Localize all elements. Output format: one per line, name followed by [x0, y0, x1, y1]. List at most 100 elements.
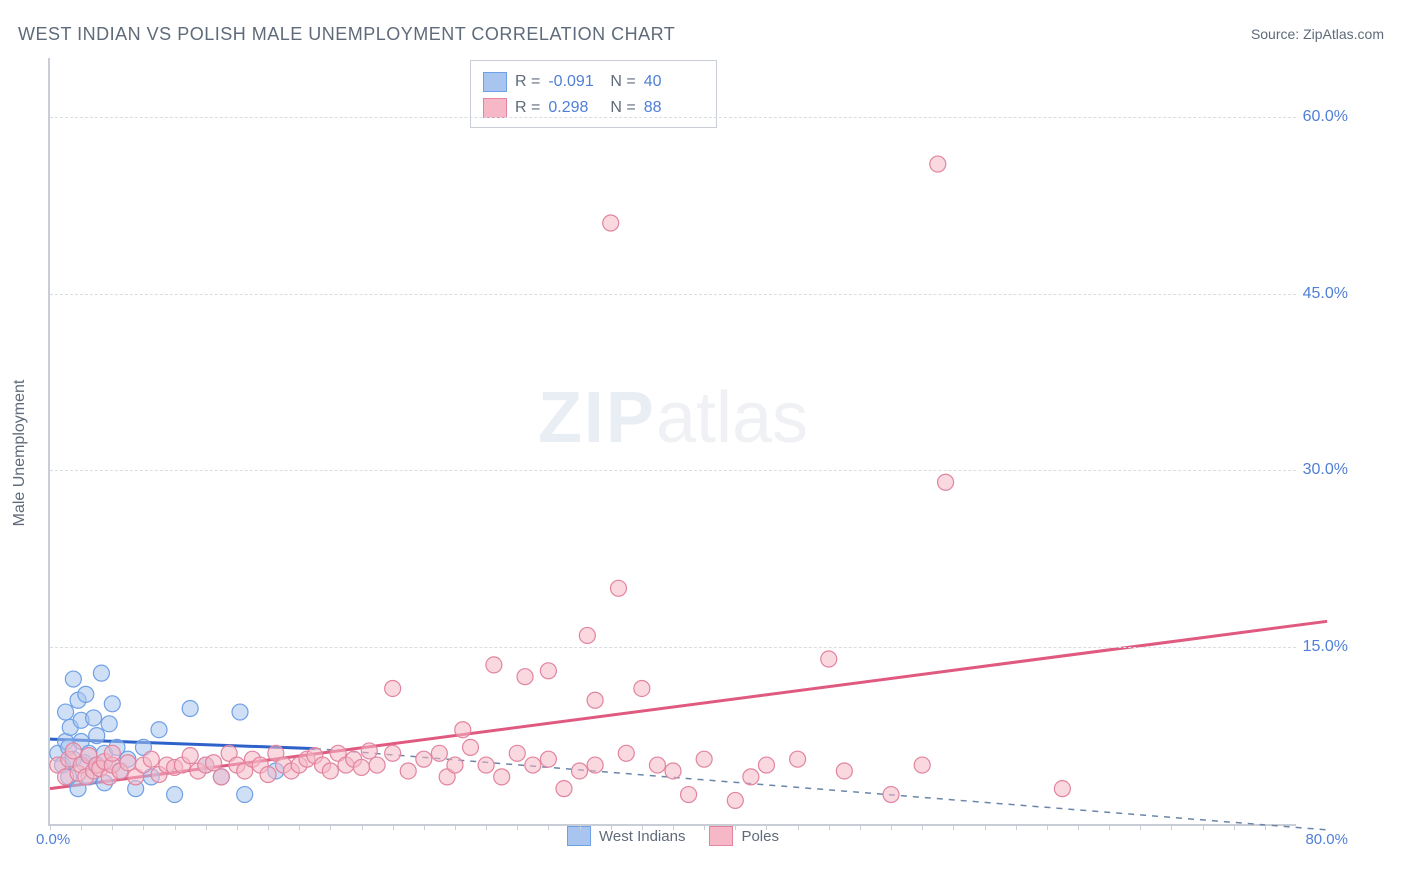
data-point: [78, 686, 94, 702]
series-legend-item-1: Poles: [709, 826, 779, 846]
x-tick: [299, 824, 300, 830]
data-point: [93, 665, 109, 681]
data-point: [354, 759, 370, 775]
data-point: [930, 156, 946, 172]
series-legend-item-0: West Indians: [567, 826, 685, 846]
x-tick: [1203, 824, 1204, 830]
x-tick: [455, 824, 456, 830]
x-tick: [268, 824, 269, 830]
data-point: [634, 680, 650, 696]
data-point: [509, 745, 525, 761]
plot-container: Male Unemployment ZIPatlas R = -0.091 N …: [48, 58, 1348, 848]
x-tick: [798, 824, 799, 830]
x-tick: [143, 824, 144, 830]
data-point: [400, 763, 416, 779]
x-tick: [393, 824, 394, 830]
legend-r-label-0: R =: [515, 73, 540, 91]
legend-r-label-1: R =: [515, 99, 540, 117]
legend-row-0: R = -0.091 N = 40: [483, 69, 698, 95]
y-tick-label: 15.0%: [1303, 638, 1348, 656]
x-tick: [922, 824, 923, 830]
scatter-points-layer: [50, 58, 1296, 824]
data-point: [618, 745, 634, 761]
data-point: [517, 669, 533, 685]
data-point: [206, 755, 222, 771]
x-tick: [829, 824, 830, 830]
x-tick: [891, 824, 892, 830]
x-tick: [860, 824, 861, 830]
x-tick: [766, 824, 767, 830]
series-swatch-1: [709, 826, 733, 846]
data-point: [579, 627, 595, 643]
data-point: [587, 692, 603, 708]
data-point: [260, 767, 276, 783]
data-point: [525, 757, 541, 773]
data-point: [727, 792, 743, 808]
data-point: [361, 743, 377, 759]
x-tick: [175, 824, 176, 830]
data-point: [938, 474, 954, 490]
data-point: [65, 671, 81, 687]
data-point: [540, 751, 556, 767]
x-tick: [424, 824, 425, 830]
data-point: [143, 751, 159, 767]
legend-n-value-1: 88: [644, 99, 698, 117]
x-tick: [673, 824, 674, 830]
data-point: [540, 663, 556, 679]
x-tick: [953, 824, 954, 830]
data-point: [385, 745, 401, 761]
x-tick: [1047, 824, 1048, 830]
legend-swatch-1: [483, 98, 507, 118]
data-point: [120, 755, 136, 771]
x-tick: [1078, 824, 1079, 830]
data-point: [665, 763, 681, 779]
x-tick: [1234, 824, 1235, 830]
legend-r-value-1: 0.298: [548, 99, 602, 117]
data-point: [463, 739, 479, 755]
data-point: [322, 763, 338, 779]
y-tick-label: 60.0%: [1303, 108, 1348, 126]
x-axis-zero-label: 0.0%: [36, 831, 70, 848]
x-tick: [642, 824, 643, 830]
data-point: [65, 743, 81, 759]
source-link[interactable]: ZipAtlas.com: [1303, 26, 1384, 42]
data-point: [416, 751, 432, 767]
data-point: [758, 757, 774, 773]
data-point: [237, 787, 253, 803]
x-tick: [237, 824, 238, 830]
x-tick: [486, 824, 487, 830]
data-point: [572, 763, 588, 779]
y-tick-label: 30.0%: [1303, 461, 1348, 479]
x-tick: [517, 824, 518, 830]
data-point: [104, 696, 120, 712]
x-tick: [611, 824, 612, 830]
series-label-1: Poles: [741, 828, 779, 845]
data-point: [447, 757, 463, 773]
data-point: [1054, 781, 1070, 797]
x-tick: [985, 824, 986, 830]
data-point: [883, 787, 899, 803]
x-axis-max-label: 80.0%: [1305, 831, 1348, 848]
legend-r-value-0: -0.091: [548, 73, 602, 91]
chart-title: WEST INDIAN VS POLISH MALE UNEMPLOYMENT …: [18, 24, 675, 45]
x-tick: [1109, 824, 1110, 830]
data-point: [681, 787, 697, 803]
data-point: [603, 215, 619, 231]
data-point: [213, 769, 229, 785]
x-tick: [1016, 824, 1017, 830]
data-point: [696, 751, 712, 767]
data-point: [101, 716, 117, 732]
data-point: [58, 704, 74, 720]
x-tick: [1265, 824, 1266, 830]
source-attribution: Source: ZipAtlas.com: [1251, 26, 1384, 42]
gridline: [50, 117, 1296, 118]
x-tick: [1140, 824, 1141, 830]
data-point: [486, 657, 502, 673]
data-point: [86, 710, 102, 726]
x-tick: [81, 824, 82, 830]
data-point: [743, 769, 759, 785]
y-tick-label: 45.0%: [1303, 285, 1348, 303]
x-tick: [50, 824, 51, 830]
data-point: [649, 757, 665, 773]
x-tick: [548, 824, 549, 830]
